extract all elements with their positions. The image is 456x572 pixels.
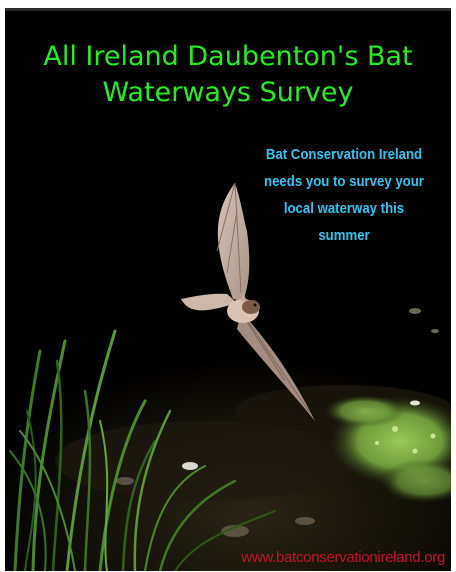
- callout-line-3: local waterway this: [283, 200, 405, 217]
- duckweed-patch: [325, 395, 451, 503]
- title-line-1: All Ireland Daubenton's Bat: [43, 41, 413, 72]
- callout-line-4: summer: [318, 227, 370, 244]
- title-line-2: Waterways Survey: [102, 77, 354, 108]
- bat-photo: [5, 182, 451, 571]
- callout-line-2: needs you to survey your: [264, 173, 424, 190]
- survey-callout: Bat Conservation Ireland needs you to su…: [253, 141, 434, 249]
- bat-figure: [181, 182, 315, 421]
- survey-poster: All Ireland Daubenton's Bat Waterways Su…: [5, 8, 451, 571]
- reeds: [9, 329, 276, 571]
- callout-line-1: Bat Conservation Ireland: [265, 146, 423, 163]
- pebbles: [116, 308, 439, 537]
- poster-title: All Ireland Daubenton's Bat Waterways Su…: [5, 39, 451, 111]
- website-url: www.batconservationireland.org: [241, 549, 445, 566]
